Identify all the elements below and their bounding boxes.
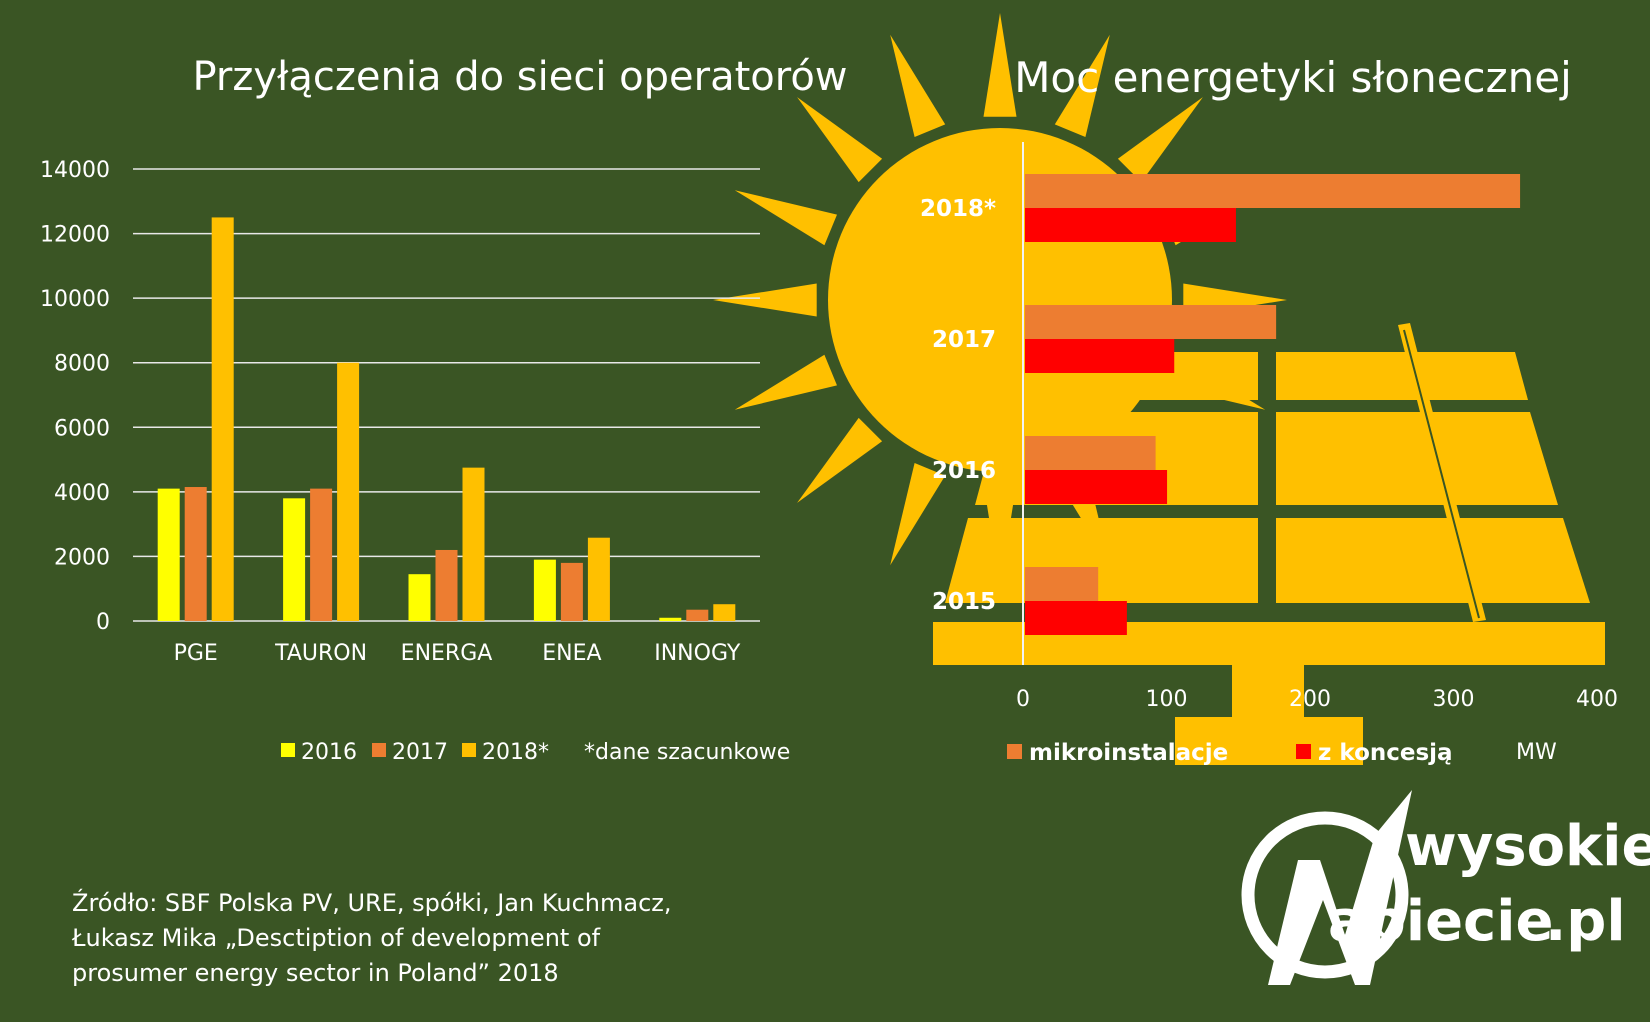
x-tick-label: 400 <box>1576 687 1618 712</box>
bar-2017-mikro <box>1025 305 1277 339</box>
left-chart-legend: 2016 2017 2018* <box>281 740 549 765</box>
logo-line1: wysokie <box>1405 814 1650 879</box>
bar-energa-2017 <box>435 549 458 621</box>
legend-swatch-2016 <box>281 743 295 757</box>
category-label: 2015 <box>932 589 996 615</box>
wysokienapiecie-logo: wysokie apiecie .pl <box>1241 790 1650 985</box>
bar-2017-koncesja <box>1025 339 1175 373</box>
sun-ray <box>1054 34 1110 137</box>
bar-enea-2017 <box>560 562 583 621</box>
x-tick-label: INNOGY <box>654 641 741 666</box>
y-tick-label: 2000 <box>54 545 110 570</box>
category-label: 2016 <box>932 458 996 484</box>
left-chart-gridlines <box>133 168 760 622</box>
x-tick-label: 300 <box>1433 687 1475 712</box>
y-tick-label: 10000 <box>40 287 110 312</box>
right-chart-x-axis: 0 100 200 300 400 <box>1016 687 1618 712</box>
sun-and-solar-panel-illustration <box>713 13 1605 765</box>
solar-panel-icon <box>933 323 1605 765</box>
unit-label: MW <box>1516 740 1557 765</box>
source-line: Łukasz Mika „Desctiption of development … <box>72 924 601 952</box>
sun-ray <box>734 354 837 410</box>
left-chart-y-axis: 0 2000 4000 6000 8000 10000 12000 14000 <box>40 158 110 635</box>
bar-innogy-2017 <box>686 609 709 621</box>
bar-pge-2018 <box>211 217 234 621</box>
bar-tauron-2018 <box>337 362 360 621</box>
bar-tauron-2017 <box>310 488 333 621</box>
legend-label: 2018* <box>482 740 549 765</box>
estimate-note: *dane szacunkowe <box>584 740 790 765</box>
bar-energa-2018 <box>462 467 485 621</box>
right-chart-legend: mikroinstalacje z koncesją <box>1007 740 1453 766</box>
x-tick-label: PGE <box>174 641 218 666</box>
legend-swatch-2017 <box>372 743 386 757</box>
bar-2016-mikro <box>1025 436 1156 470</box>
bar-2015-mikro <box>1025 567 1099 601</box>
x-tick-label: ENERGA <box>401 641 493 666</box>
x-tick-label: 200 <box>1289 687 1331 712</box>
sun-ray <box>713 283 817 317</box>
sun-ray <box>797 97 883 183</box>
x-tick-label: TAURON <box>274 641 367 666</box>
right-chart-bars <box>1025 174 1521 635</box>
category-label: 2018* <box>920 196 996 222</box>
bar-energa-2016 <box>408 574 431 621</box>
x-tick-label: 100 <box>1146 687 1188 712</box>
bar-2016-koncesja <box>1025 470 1168 504</box>
bar-2015-koncesja <box>1025 601 1127 635</box>
logo-suffix: .pl <box>1545 889 1626 954</box>
y-tick-label: 14000 <box>40 158 110 183</box>
logo-bolt-icon <box>1268 790 1412 985</box>
connections-bar-chart: Przyłączenia do sieci operatorów 0 2000 40… <box>40 54 848 765</box>
legend-swatch-koncesja <box>1296 744 1311 759</box>
left-chart-x-axis: PGE TAURON ENERGA ENEA INNOGY <box>174 641 741 666</box>
x-tick-label: 0 <box>1016 687 1030 712</box>
legend-label: 2016 <box>301 740 357 765</box>
legend-swatch-2018 <box>462 743 476 757</box>
source-note: Źródło: SBF Polska PV, URE, spółki, Jan … <box>72 886 672 991</box>
left-chart-bars <box>157 217 736 621</box>
y-tick-label: 8000 <box>54 352 110 377</box>
bar-pge-2017 <box>184 487 207 621</box>
bar-2018-mikro <box>1025 174 1521 208</box>
left-chart-title: Przyłączenia do sieci operatorów <box>193 54 848 100</box>
y-tick-label: 4000 <box>54 481 110 506</box>
x-tick-label: ENEA <box>542 641 601 666</box>
bar-2018-koncesja <box>1025 208 1236 242</box>
sun-ray <box>1117 97 1203 183</box>
legend-label: 2017 <box>392 740 448 765</box>
y-tick-label: 6000 <box>54 416 110 441</box>
category-label: 2017 <box>932 327 996 353</box>
source-line: prosumer energy sector in Poland” 2018 <box>72 959 559 987</box>
sun-ray <box>890 34 946 137</box>
legend-label: z koncesją <box>1318 740 1453 766</box>
legend-swatch-mikro <box>1007 744 1022 759</box>
bar-tauron-2016 <box>283 498 306 621</box>
right-chart-title: Moc energetyki słonecznej <box>1014 53 1572 102</box>
bar-enea-2018 <box>587 537 610 621</box>
sun-ray <box>983 13 1017 117</box>
sun-ray <box>890 463 946 566</box>
y-tick-label: 0 <box>96 610 110 635</box>
logo-ring <box>1241 811 1409 979</box>
right-chart-category-labels: 2018* 2017 2016 2015 <box>920 196 996 615</box>
bar-enea-2016 <box>533 559 556 621</box>
legend-label: mikroinstalacje <box>1029 740 1228 766</box>
y-tick-label: 12000 <box>40 223 110 248</box>
bar-innogy-2018 <box>713 604 736 621</box>
sun-ray <box>734 190 837 246</box>
bar-pge-2016 <box>157 488 180 621</box>
bar-innogy-2016 <box>659 617 682 621</box>
source-line: Źródło: SBF Polska PV, URE, spółki, Jan … <box>72 889 672 917</box>
sun-ray <box>797 417 883 503</box>
solar-power-bar-chart: Moc energetyki słonecznej 2018*201720162… <box>920 53 1618 766</box>
logo-line2: apiecie <box>1328 889 1553 954</box>
